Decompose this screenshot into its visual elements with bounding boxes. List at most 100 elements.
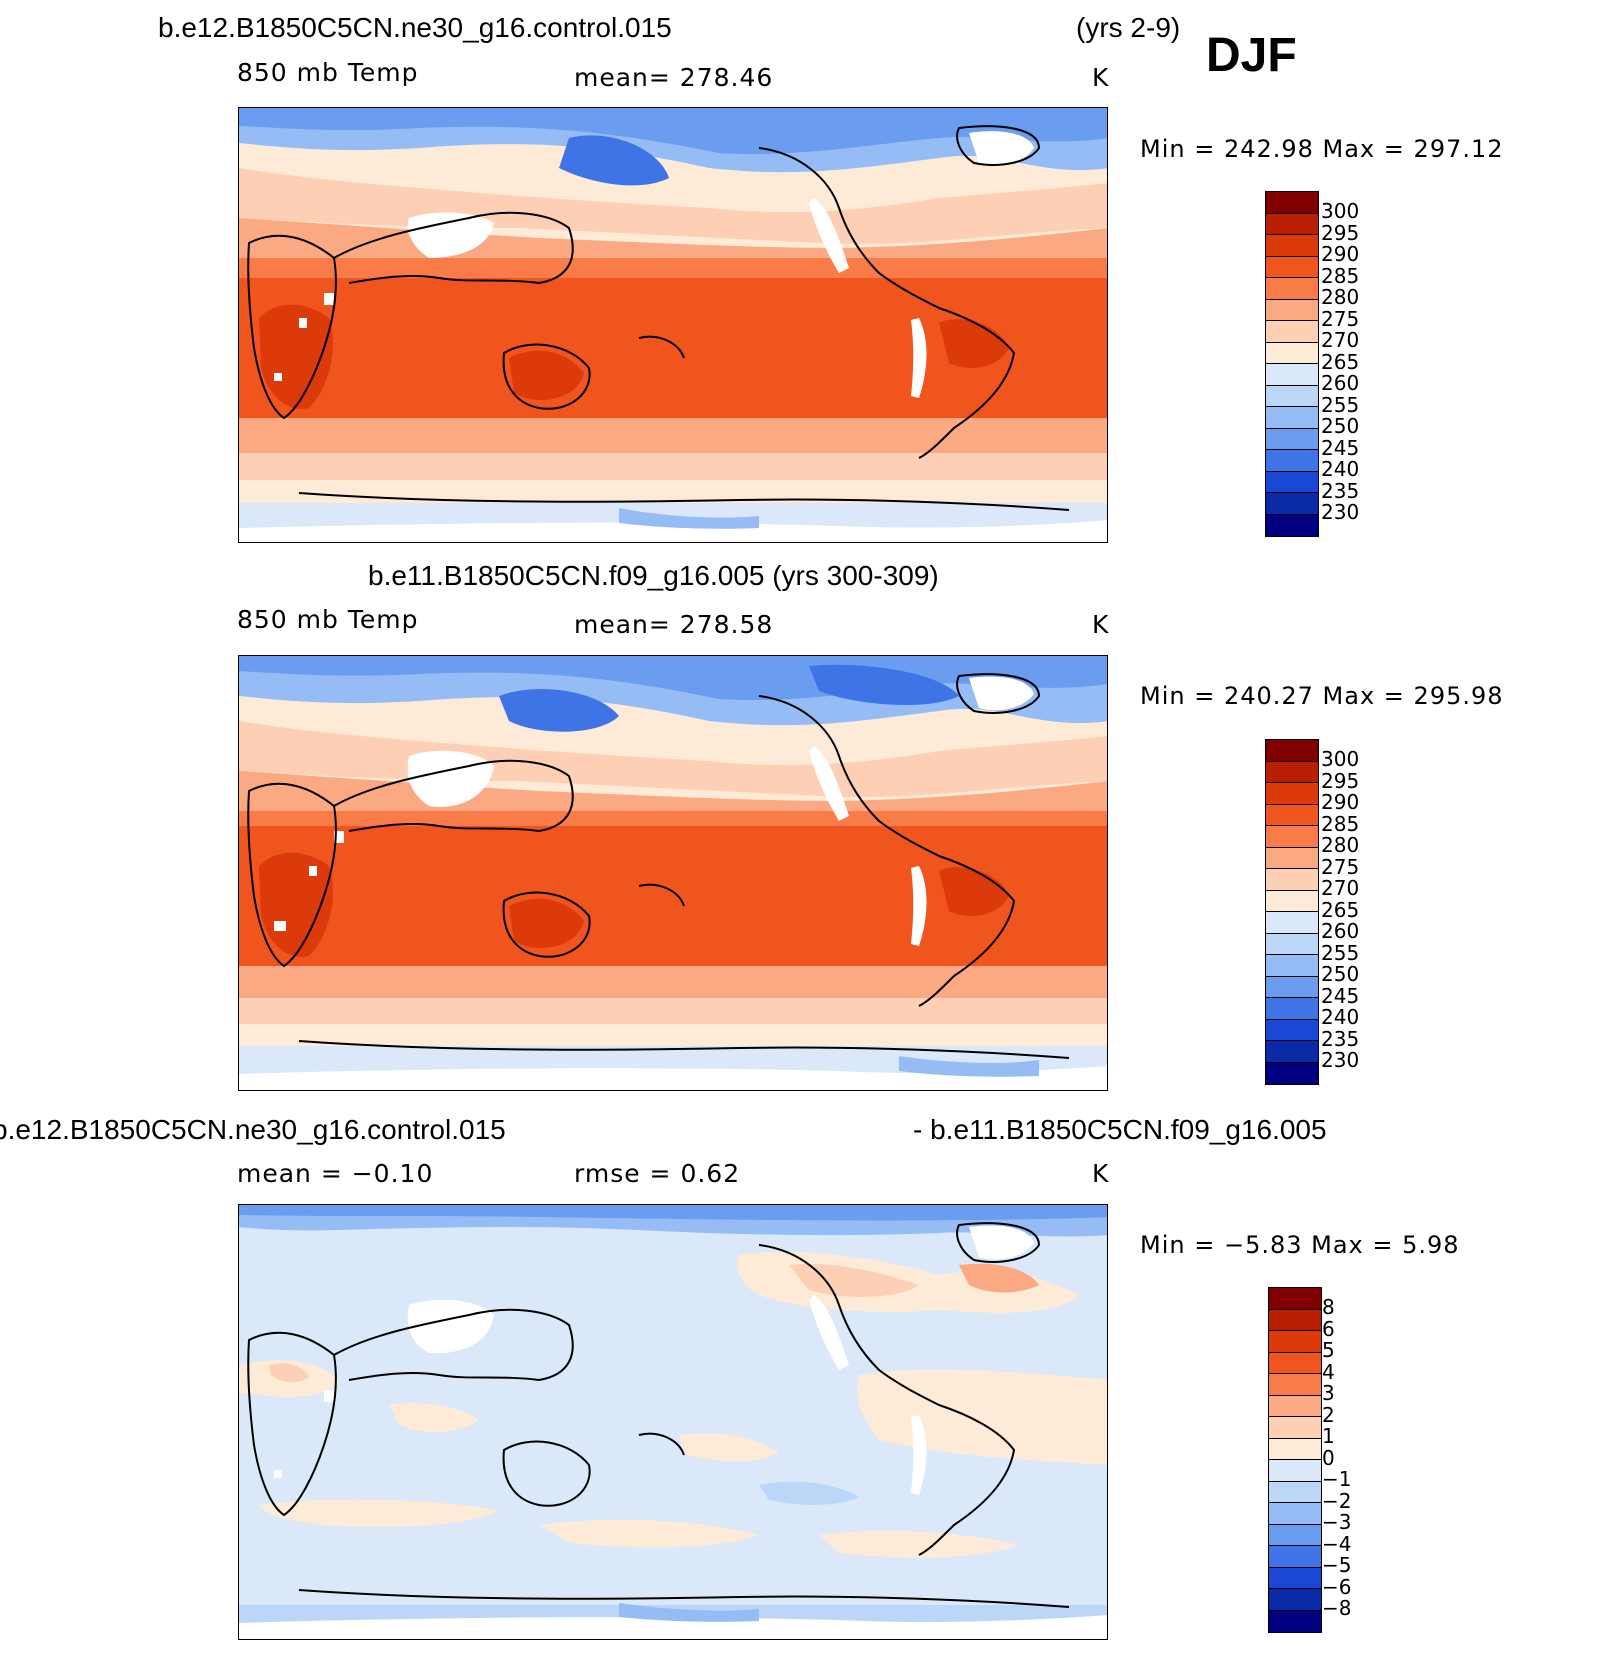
colorbar-swatch — [1269, 1481, 1321, 1503]
panel3-map — [238, 1204, 1108, 1640]
colorbar-swatch — [1266, 761, 1318, 783]
colorbar-tick-label: 2 — [1322, 1402, 1335, 1427]
panel1-map-svg — [239, 108, 1107, 542]
panel2-mean-label: mean= 278.58 — [574, 610, 774, 639]
colorbar-tick-label: 275 — [1321, 306, 1360, 331]
panel1-map — [238, 107, 1108, 543]
colorbar-swatch — [1266, 278, 1318, 300]
colorbar-tick-label: 260 — [1321, 919, 1360, 943]
colorbar-swatch — [1266, 471, 1318, 493]
colorbar-swatch — [1266, 890, 1318, 912]
colorbar-swatch — [1266, 783, 1318, 805]
colorbar-swatch — [1266, 976, 1318, 998]
colorbar-swatch — [1269, 1438, 1321, 1460]
colorbar-swatch — [1269, 1589, 1321, 1611]
colorbar-tick-label: −8 — [1322, 1596, 1352, 1620]
panel2-case-title: b.e11.B1850C5CN.f09_g16.005 (yrs 300-309… — [368, 560, 939, 591]
colorbar-tick-label: 270 — [1321, 876, 1360, 900]
colorbar-tick-label: −3 — [1322, 1510, 1352, 1534]
colorbar-swatch — [1266, 1062, 1318, 1084]
colorbar-tick-label: 290 — [1321, 790, 1360, 814]
colorbar-swatch — [1266, 192, 1318, 214]
colorbar-swatch — [1269, 1524, 1321, 1546]
colorbar-tick-label: 255 — [1321, 940, 1360, 965]
colorbar-swatch — [1269, 1309, 1321, 1331]
colorbar-swatch — [1266, 235, 1318, 257]
colorbar-tick-label: 285 — [1321, 811, 1360, 836]
colorbar-tick-label: 280 — [1321, 833, 1360, 857]
colorbar-swatch — [1269, 1546, 1321, 1568]
colorbar-tick-label: −1 — [1322, 1467, 1352, 1491]
colorbar-tick-label: 240 — [1321, 457, 1360, 481]
panel2-colorbar: 300 295 290 285 280 275 270 265 260 255 … — [1243, 739, 1443, 1099]
colorbar-tick-label: 230 — [1321, 500, 1360, 524]
colorbar-tick-label: −6 — [1322, 1574, 1352, 1599]
colorbar-tick-label: 245 — [1321, 983, 1360, 1008]
colorbar-tick-label: 5 — [1322, 1338, 1335, 1362]
panel3-control-title: - b.e11.B1850C5CN.f09_g16.005 — [913, 1114, 1327, 1145]
panel3-case-title: b.e12.B1850C5CN.ne30_g16.control.015 — [0, 1114, 506, 1145]
colorbar-tick-label: 270 — [1321, 328, 1360, 352]
colorbar-swatch — [1269, 1352, 1321, 1374]
panel2-colorbar-swatches — [1265, 739, 1319, 1085]
colorbar-tick-label: 285 — [1321, 263, 1360, 288]
colorbar-tick-label: −2 — [1322, 1488, 1352, 1513]
panel1-mean-label: mean= 278.46 — [574, 63, 774, 92]
colorbar-swatch — [1266, 1019, 1318, 1041]
colorbar-swatch — [1269, 1567, 1321, 1589]
colorbar-swatch — [1266, 256, 1318, 278]
season-label: DJF — [1206, 29, 1297, 82]
colorbar-swatch — [1269, 1374, 1321, 1396]
colorbar-tick-label: 295 — [1321, 220, 1360, 245]
panel1-years: (yrs 2-9) — [1076, 12, 1181, 43]
colorbar-swatch — [1266, 342, 1318, 364]
colorbar-swatch — [1269, 1460, 1321, 1482]
panel1-colorbar-swatches — [1265, 191, 1319, 537]
colorbar-tick-label: 235 — [1321, 478, 1360, 503]
colorbar-tick-label: 245 — [1321, 435, 1360, 460]
colorbar-tick-label: 295 — [1321, 768, 1360, 793]
colorbar-tick-label: 280 — [1321, 285, 1360, 309]
colorbar-swatch — [1269, 1503, 1321, 1525]
colorbar-tick-label: 275 — [1321, 854, 1360, 879]
colorbar-tick-label: 255 — [1321, 392, 1360, 417]
panel1-colorbar: 300 295 290 285 280 275 270 265 260 255 … — [1243, 191, 1443, 551]
panel2-map-svg — [239, 656, 1107, 1090]
colorbar-tick-label: 0 — [1322, 1445, 1335, 1470]
colorbar-tick-label: 235 — [1321, 1026, 1360, 1051]
colorbar-swatch — [1266, 826, 1318, 848]
colorbar-tick-label: −4 — [1322, 1531, 1352, 1556]
panel3-mean-label: mean = −0.10 — [237, 1159, 434, 1188]
colorbar-swatch — [1266, 804, 1318, 826]
colorbar-swatch — [1266, 493, 1318, 515]
colorbar-tick-label: 265 — [1321, 349, 1360, 374]
panel3-colorbar: 8 6 5 4 3 2 1 0 −1 −2 −3 −4 −5 −6 −8 — [1246, 1287, 1446, 1647]
colorbar-swatch — [1266, 847, 1318, 869]
colorbar-swatch — [1266, 998, 1318, 1020]
panel1-units-label: K — [1092, 63, 1110, 92]
colorbar-tick-label: 8 — [1322, 1295, 1335, 1319]
colorbar-swatch — [1266, 514, 1318, 536]
colorbar-tick-label: 260 — [1321, 371, 1360, 395]
panel2-units-label: K — [1092, 610, 1110, 639]
colorbar-swatch — [1269, 1395, 1321, 1417]
colorbar-tick-label: 250 — [1321, 414, 1360, 438]
panel3-colorbar-swatches — [1268, 1287, 1322, 1633]
colorbar-tick-label: 3 — [1322, 1381, 1335, 1405]
colorbar-swatch — [1269, 1417, 1321, 1439]
colorbar-swatch — [1269, 1331, 1321, 1353]
colorbar-swatch — [1269, 1288, 1321, 1310]
panel3-rmse-label: rmse = 0.62 — [574, 1159, 741, 1188]
colorbar-swatch — [1269, 1610, 1321, 1632]
colorbar-swatch — [1266, 299, 1318, 321]
colorbar-tick-label: 230 — [1321, 1048, 1360, 1072]
panel1-case-title: b.e12.B1850C5CN.ne30_g16.control.015 — [158, 12, 672, 43]
colorbar-tick-label: 4 — [1322, 1359, 1335, 1384]
colorbar-swatch — [1266, 407, 1318, 429]
panel1-variable-label: 850 mb Temp — [237, 58, 419, 87]
colorbar-swatch — [1266, 364, 1318, 386]
colorbar-tick-label: 290 — [1321, 242, 1360, 266]
panel3-minmax: Min = −5.83 Max = 5.98 — [1140, 1231, 1460, 1259]
colorbar-swatch — [1266, 955, 1318, 977]
